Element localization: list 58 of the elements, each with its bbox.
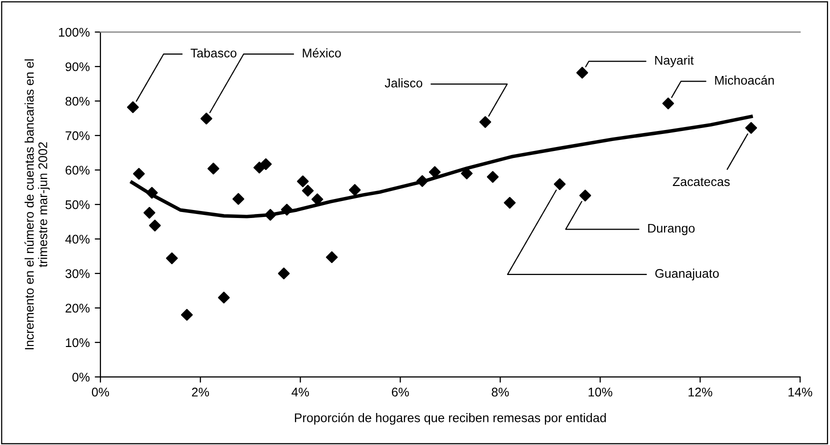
annotation: Michoacán [715, 75, 774, 85]
point [133, 168, 145, 180]
y-tick-label: 80% [66, 96, 90, 106]
y-tick-label: 70% [66, 131, 90, 140]
y-tick-label: 90% [66, 62, 90, 72]
point [144, 206, 156, 219]
y-tick-label: 100% [59, 28, 90, 37]
annotation: Durango [648, 224, 695, 236]
x-tick-label: 6% [392, 388, 409, 397]
y-axis-title: Incremento en el número de cuentas bancarias en el trimestre mar-jun 2002 [24, 59, 50, 350]
y-tick-label: 50% [65, 200, 90, 210]
point [181, 308, 193, 321]
point [166, 252, 178, 264]
point [428, 166, 441, 178]
point [264, 208, 276, 221]
point [146, 186, 158, 199]
y-tick-label: 20% [66, 304, 90, 313]
point [504, 196, 516, 209]
point [260, 158, 272, 170]
y-tick-label: 60% [66, 166, 90, 175]
annotation: Guanajuato [655, 268, 719, 280]
point [348, 184, 361, 196]
y-tick-label: 10% [66, 338, 90, 348]
point [207, 162, 220, 175]
x-tick-label: 10% [588, 388, 612, 397]
annotation: Jalisco [384, 78, 422, 88]
point [479, 116, 492, 128]
point [576, 66, 588, 79]
point [280, 204, 293, 216]
y-tick-label: 0% [72, 372, 90, 382]
point [486, 170, 499, 183]
x-tick-label: 12% [688, 388, 712, 396]
x-tick-label: 2% [192, 388, 209, 396]
point [416, 175, 428, 187]
annotation: Tabasco [190, 48, 236, 58]
y-tick-label: 40% [65, 234, 90, 244]
point [302, 184, 314, 197]
point [200, 112, 212, 124]
annotation: México [302, 48, 341, 58]
x-tick-label: 0% [92, 388, 110, 397]
point [296, 175, 309, 188]
y-tick-label: 30% [65, 269, 90, 278]
point [326, 251, 338, 264]
x-axis-title: Proporción de hogares que reciben remesas por entidad [294, 412, 606, 425]
annotation: Nayarit [655, 56, 694, 68]
point [127, 101, 139, 114]
point [662, 98, 674, 110]
x-tick-label: 4% [292, 388, 309, 396]
x-tick-label: 8% [492, 388, 509, 397]
point [278, 268, 290, 280]
point [745, 122, 758, 134]
point [579, 190, 592, 202]
point [232, 193, 244, 205]
point [149, 220, 161, 232]
x-tick-label: 14% [788, 388, 812, 396]
annotation: Zacatecas [672, 177, 730, 186]
point [554, 178, 566, 190]
point [218, 292, 230, 304]
